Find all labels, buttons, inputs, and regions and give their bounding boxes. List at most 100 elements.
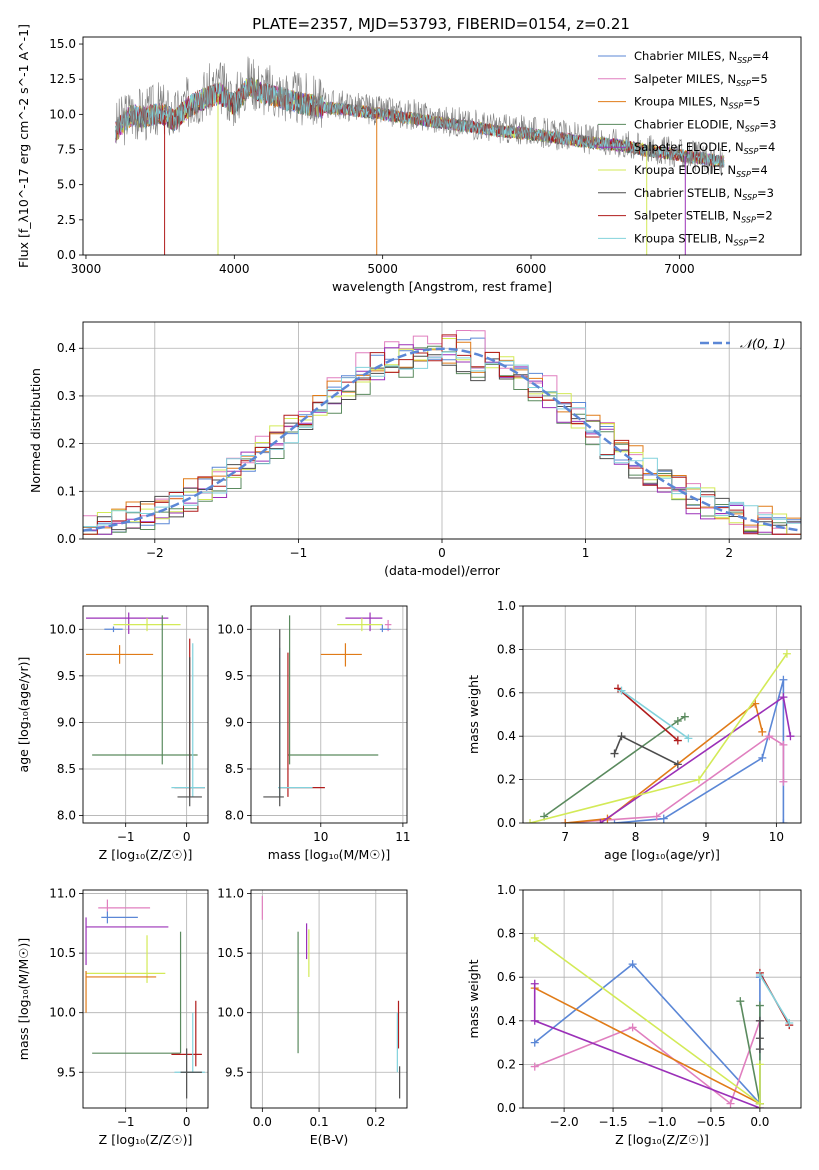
weight_vs_age-ytick-label: 0.8 <box>497 642 516 656</box>
weight_vs_age-marker-kroupa_miles <box>561 819 570 823</box>
age_vs_mass-xlabel: mass [log₁₀(M/M☉)] <box>268 847 390 862</box>
residuals-ytick-label: 0.0 <box>57 532 76 546</box>
residuals-ytick-label: 0.4 <box>57 341 76 355</box>
spectrum-ytick-label: 15.0 <box>49 37 76 51</box>
weight_vs_age-marker-chabrier_elodie <box>680 712 689 721</box>
spectrum-xtick-label: 6000 <box>516 262 547 276</box>
age_vs_mass-ytick-label: 9.0 <box>225 715 244 729</box>
weight_vs_age-marker-kroupa_miles <box>758 727 767 736</box>
weight_vs_age-ytick-label: 0.6 <box>497 686 516 700</box>
weight_vs_Z-ylabel: mass weight <box>466 959 481 1038</box>
mass_vs_ebv-axes: 0.0 0.1 0.2 9.5 10.0 10.5 11.0 E(B-V) <box>217 887 407 1147</box>
mass_vs_Z-axes: −1 0 9.5 10.0 10.5 11.0 Z [log₁₀(Z/Z☉)] mass [l… <box>16 887 208 1147</box>
residuals-ytick-label: 0.3 <box>57 389 76 403</box>
weight_vs_Z-series <box>530 933 794 1108</box>
weight_vs_Z-xtick-label: −1.5 <box>598 1115 627 1129</box>
weight_vs_Z-xtick-label: −1.0 <box>647 1115 676 1129</box>
weight_vs_age-line-chabrier_miles <box>614 679 785 823</box>
age_vs_Z-ytick-label: 9.5 <box>57 669 76 683</box>
weight_vs_age-marker-salpeter_elodie <box>596 819 605 823</box>
weight_vs_age-line-salpeter_stelib <box>617 687 679 742</box>
spectrum-series <box>115 56 725 255</box>
weight_vs_Z-marker-kroupa_elodie <box>755 1099 764 1108</box>
mass_vs_Z-frame <box>82 889 209 1109</box>
age_vs_Z-ytick-label: 8.0 <box>57 809 76 823</box>
mass_vs_ebv-xtick-label: 0.0 <box>253 1115 272 1129</box>
weight_vs_Z-ytick-label: 0.6 <box>497 970 516 984</box>
weight_vs_Z-line-kroupa_miles <box>534 987 761 1105</box>
mass_vs_Z-points <box>85 899 205 1099</box>
age_vs_Z-points <box>86 612 205 807</box>
legend-label-kroupa_stelib: Kroupa STELIB, NSSP=2 <box>634 231 765 247</box>
weight_vs_Z-marker-kroupa_elodie <box>530 933 539 942</box>
residuals-xtick-label: 2 <box>725 546 733 560</box>
spectrum-axes: 3000 4000 5000 6000 7000 0.0 2.5 5.0 7.5 10.0 12.5… <box>16 24 695 294</box>
mass_vs_ebv-points <box>261 895 401 1099</box>
weight_vs_Z-marker-chabrier_elodie <box>755 1001 764 1010</box>
legend-label-chabrier_stelib: Chabrier STELIB, NSSP=3 <box>634 186 774 202</box>
weight_vs_Z-ytick-label: 0.0 <box>497 1101 516 1115</box>
mass_vs_Z-ytick-label: 11.0 <box>49 887 76 901</box>
weight_vs_Z-ytick-label: 0.4 <box>497 1014 516 1028</box>
age_vs_Z-ytick-label: 10.0 <box>49 622 76 636</box>
spectrum-xtick-label: 4000 <box>219 262 250 276</box>
mass_vs_Z-xlabel: Z [log₁₀(Z/Z☉)] <box>99 1132 193 1147</box>
weight_vs_age-xtick-label: 9 <box>702 830 710 844</box>
age_vs_Z-frame <box>82 605 209 824</box>
weight_vs_Z-marker-chabrier_stelib <box>755 1045 764 1054</box>
age_vs_mass-xtick-label: 11 <box>395 830 410 844</box>
weight_vs_Z-marker-salpeter_miles <box>726 1099 735 1108</box>
spectrum-ylabel: Flux [f_λ10^-17 erg cm^-2 s^-1 A^-1] <box>16 24 31 268</box>
age_vs_Z-ytick-label: 9.0 <box>57 715 76 729</box>
spectrum-ytick-label: 0.0 <box>57 248 76 262</box>
mass_vs_Z-ytick-label: 10.0 <box>49 1006 76 1020</box>
mass_vs_Z-ylabel: mass [log₁₀(M/M☉)] <box>16 938 31 1060</box>
mass_vs_ebv-ytick-label: 10.0 <box>217 1006 244 1020</box>
legend-label-salpeter_elodie: Salpeter ELODIE, NSSP=4 <box>634 140 775 156</box>
age_vs_Z-xtick-label: −1 <box>117 830 135 844</box>
weight_vs_Z-xtick-label: 0.0 <box>750 1115 769 1129</box>
residuals-xtick-label: 0 <box>438 546 446 560</box>
figure-title: PLATE=2357, MJD=53793, FIBERID=0154, z=0… <box>252 15 630 33</box>
legend-label-salpeter_stelib: Salpeter STELIB, NSSP=2 <box>634 209 773 225</box>
residuals-ytick-label: 0.2 <box>57 437 76 451</box>
weight_vs_age-marker-kroupa_elodie <box>526 819 535 823</box>
weight_vs_Z-ytick-label: 1.0 <box>497 883 516 897</box>
residual-legend-label: 𝒩(0, 1) <box>740 336 786 351</box>
weight_vs_age-marker-kroupa_elodie <box>782 649 791 658</box>
age_vs_mass-points <box>263 612 392 807</box>
weight_vs_Z-marker-chabrier_miles <box>530 1038 539 1047</box>
residuals-ylabel: Normed distribution <box>28 368 43 493</box>
weight_vs_age-marker-salpeter_miles <box>779 777 788 786</box>
spectrum-ytick-label: 2.5 <box>57 213 76 227</box>
weight_vs_age-marker-chabrier_miles <box>610 819 619 823</box>
weight_vs_age-series <box>526 649 795 823</box>
weight_vs_age-marker-chabrier_stelib <box>673 760 682 769</box>
weight_vs_age-line-kroupa_miles <box>565 702 764 823</box>
spectrum-xtick-label: 7000 <box>664 262 695 276</box>
weight_vs_Z-line-kroupa_stelib <box>759 974 790 1024</box>
weight_vs_age-marker-salpeter_miles <box>765 732 774 741</box>
weight_vs_age-axes: 7 8 9 10 0.0 0.2 0.4 0.6 0.8 1.0 age [log₁₀(age/yr… <box>466 599 801 862</box>
age_vs_mass-axes: 10 11 8.0 8.5 9.0 9.5 10.0 mass [log₁₀(M/M☉)] <box>217 606 411 862</box>
weight_vs_Z-ytick-label: 0.2 <box>497 1057 516 1071</box>
weight_vs_age-marker-chabrier_miles <box>779 819 788 823</box>
weight_vs_Z-marker-salpeter_elodie <box>530 1016 539 1025</box>
weight_vs_Z-ytick-label: 0.8 <box>497 927 516 941</box>
weight_vs_age-marker-chabrier_elodie <box>673 717 682 726</box>
residuals-ytick-label: 0.1 <box>57 484 76 498</box>
weight_vs_Z-marker-kroupa_stelib <box>785 1018 794 1027</box>
weight_vs_age-marker-chabrier_stelib <box>610 749 619 758</box>
residuals-xtick-label: −2 <box>146 546 164 560</box>
weight_vs_Z-line-salpeter_miles <box>534 1020 761 1105</box>
age_vs_Z-xtick-label: 0 <box>183 830 191 844</box>
mass_vs_Z-xtick-label: −1 <box>117 1115 135 1129</box>
weight_vs_Z-axes: −2.0 −1.5 −1.0 −0.5 0.0 0.0 0.2 0.4 0.6 0.8 1.0 Z [… <box>466 883 801 1147</box>
weight_vs_Z-frame <box>522 889 802 1109</box>
legend-label-chabrier_miles: Chabrier MILES, NSSP=4 <box>634 49 769 65</box>
normal-reference-curve <box>83 347 801 532</box>
spectrum-legend: Chabrier MILES, NSSP=4 Salpeter MILES, NS… <box>598 49 776 247</box>
weight_vs_age-xlabel: age [log₁₀(age/yr)] <box>604 847 720 862</box>
mass_vs_ebv-xtick-label: 0.1 <box>310 1115 329 1129</box>
